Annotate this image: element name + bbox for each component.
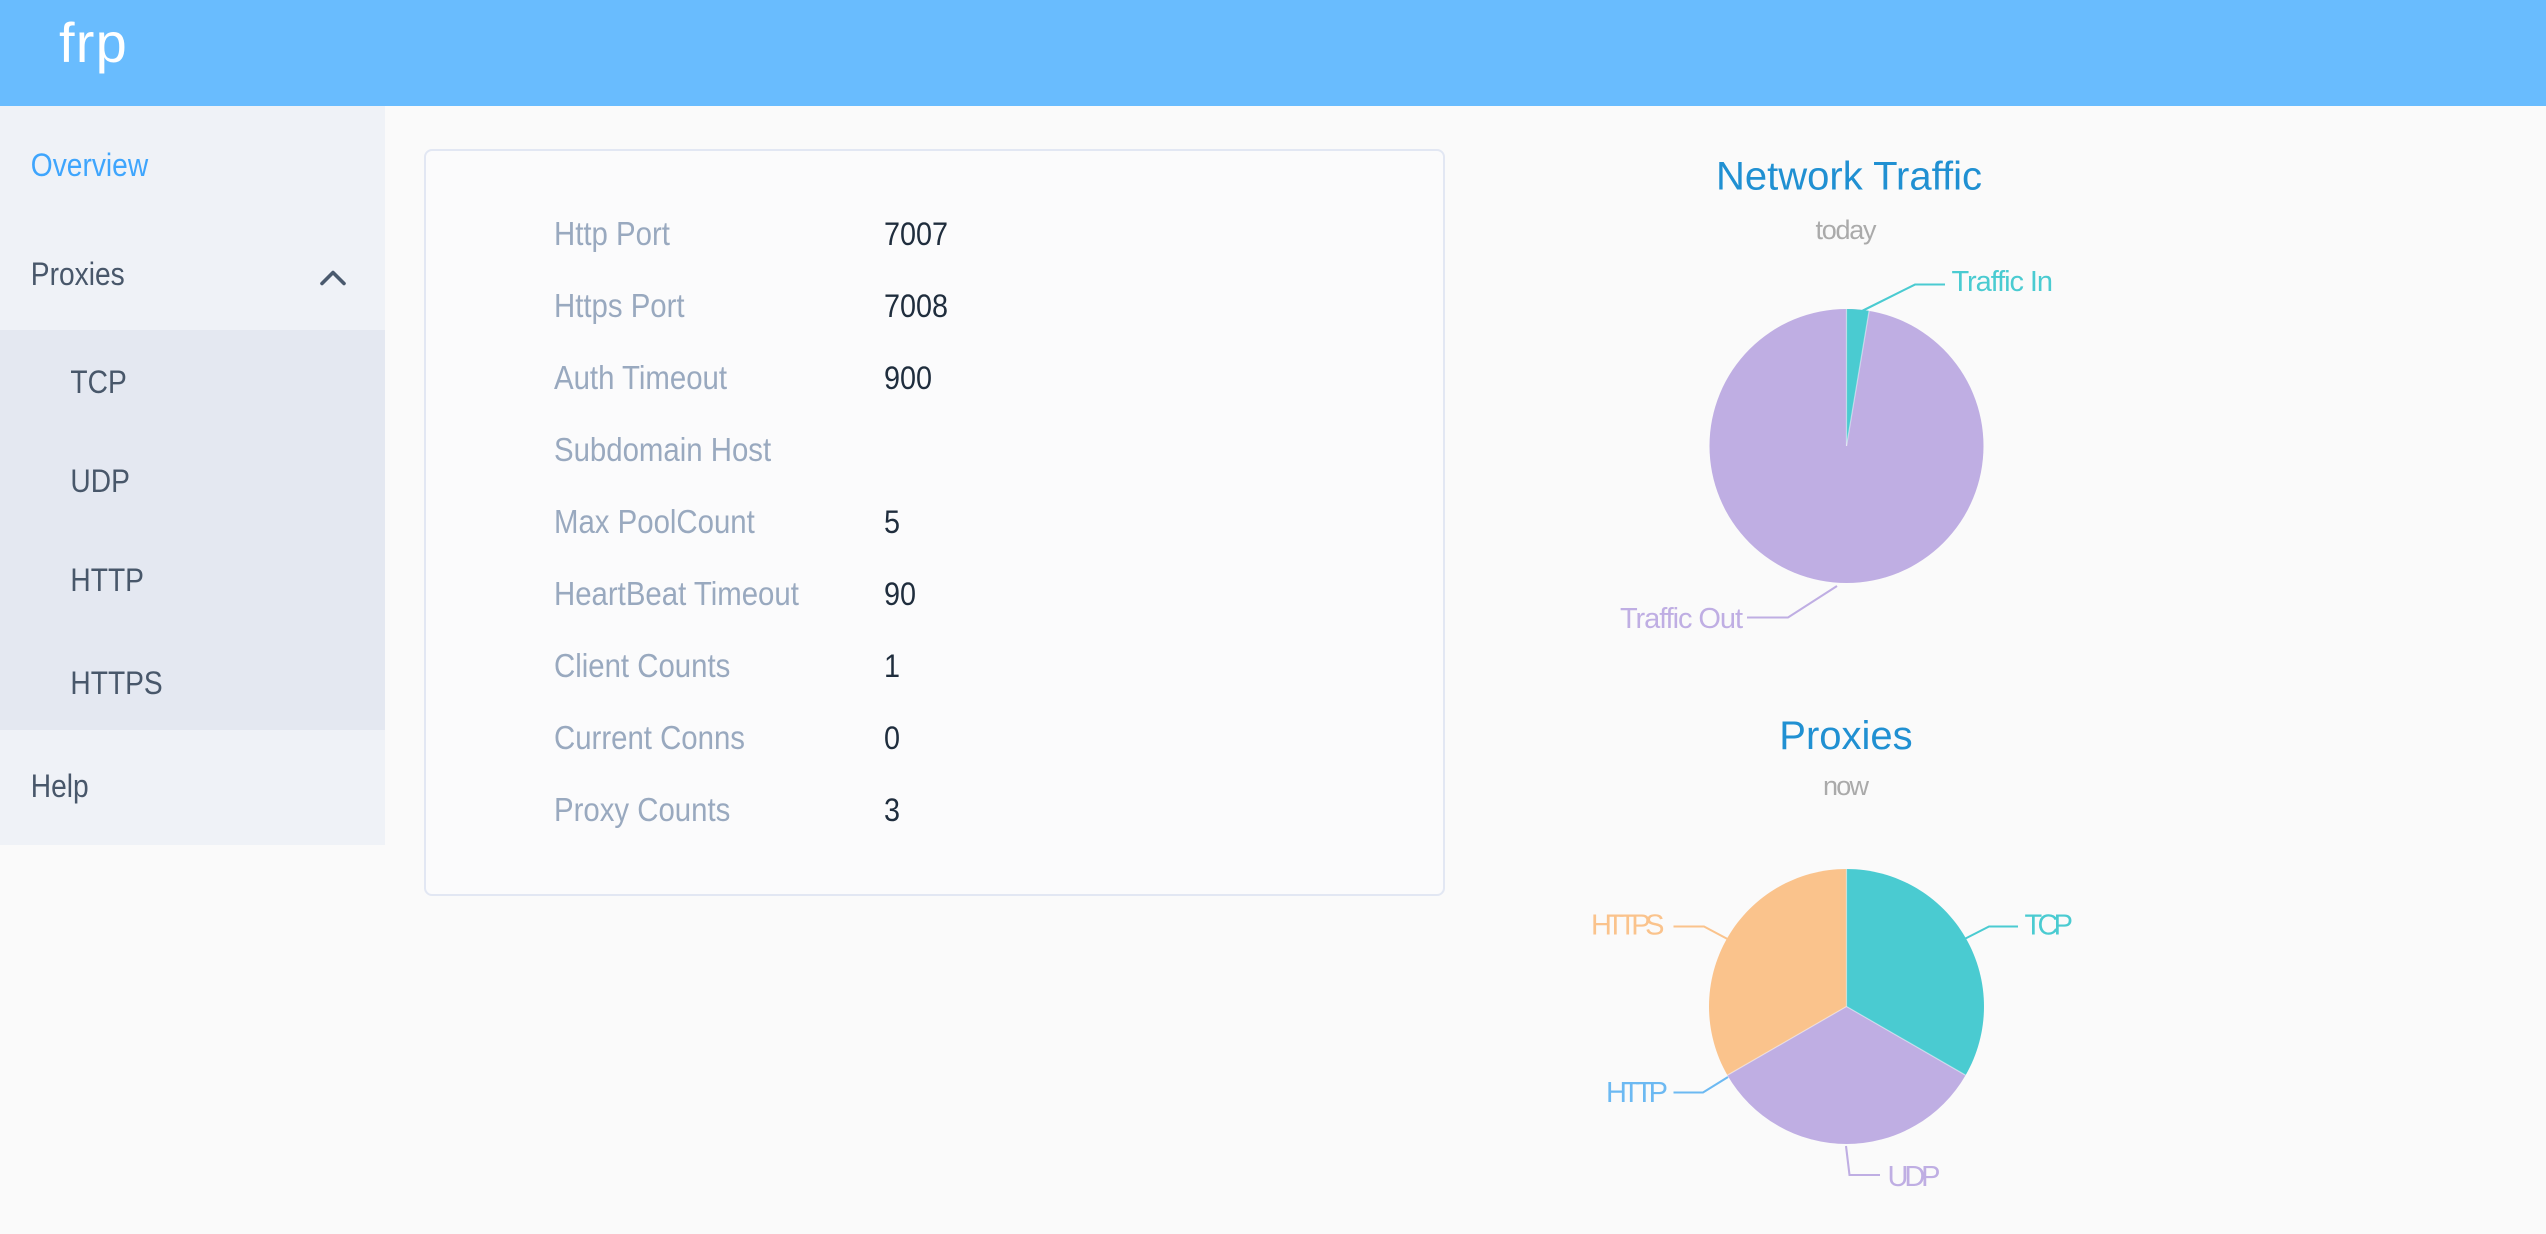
svg-text:HTTP: HTTP (1606, 1077, 1668, 1109)
svg-text:Proxies: Proxies (1779, 714, 1912, 758)
svg-text:Traffic Out: Traffic Out (1620, 603, 1743, 635)
svg-text:TCP: TCP (2025, 910, 2074, 942)
svg-text:Traffic In: Traffic In (1952, 266, 2054, 298)
svg-text:HTTPS: HTTPS (1591, 910, 1665, 942)
svg-text:today: today (1816, 215, 1878, 245)
svg-text:now: now (1823, 771, 1870, 801)
svg-text:Network Traffic: Network Traffic (1716, 155, 1982, 199)
svg-text:UDP: UDP (1888, 1161, 1941, 1193)
